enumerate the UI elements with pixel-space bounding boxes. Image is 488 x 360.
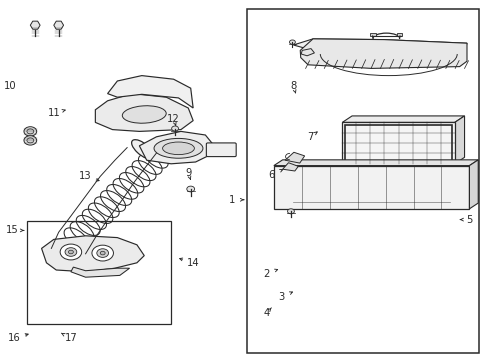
Text: 12: 12: [167, 114, 180, 124]
Ellipse shape: [50, 246, 86, 258]
Polygon shape: [95, 94, 193, 131]
Polygon shape: [285, 152, 304, 163]
Text: 4: 4: [263, 308, 269, 318]
Polygon shape: [41, 236, 144, 272]
Text: 15: 15: [6, 225, 19, 235]
Ellipse shape: [162, 142, 194, 155]
Circle shape: [27, 138, 34, 143]
Polygon shape: [71, 267, 129, 277]
Polygon shape: [301, 49, 314, 56]
Circle shape: [100, 251, 105, 255]
Text: 7: 7: [306, 132, 313, 142]
Polygon shape: [293, 39, 466, 52]
Text: 9: 9: [184, 168, 191, 178]
Circle shape: [287, 209, 294, 214]
Polygon shape: [54, 21, 63, 29]
Polygon shape: [30, 21, 40, 29]
Ellipse shape: [154, 139, 203, 158]
Ellipse shape: [131, 140, 154, 159]
Circle shape: [97, 249, 108, 257]
Bar: [396, 33, 402, 36]
FancyBboxPatch shape: [206, 143, 236, 157]
Circle shape: [24, 127, 37, 136]
Circle shape: [68, 250, 73, 254]
Circle shape: [289, 40, 295, 44]
Bar: [342, 122, 454, 164]
Circle shape: [171, 126, 178, 131]
Text: 1: 1: [228, 195, 235, 205]
Polygon shape: [273, 166, 468, 209]
Polygon shape: [454, 116, 464, 164]
Text: 2: 2: [263, 269, 269, 279]
Circle shape: [60, 244, 81, 260]
Circle shape: [186, 186, 194, 192]
Text: 8: 8: [290, 81, 296, 91]
Polygon shape: [282, 163, 298, 171]
Bar: [345, 125, 451, 162]
Bar: [27, 221, 171, 324]
Polygon shape: [139, 131, 212, 164]
Polygon shape: [300, 39, 466, 68]
Circle shape: [92, 245, 113, 261]
Ellipse shape: [55, 248, 81, 256]
Ellipse shape: [122, 106, 166, 123]
Text: 11: 11: [47, 108, 60, 118]
Text: 16: 16: [8, 333, 21, 343]
Polygon shape: [273, 160, 477, 166]
Circle shape: [65, 248, 77, 256]
Polygon shape: [468, 160, 477, 209]
Text: 3: 3: [278, 292, 284, 302]
Text: 14: 14: [186, 258, 199, 268]
Polygon shape: [342, 116, 464, 122]
Text: 6: 6: [267, 170, 274, 180]
Polygon shape: [107, 76, 193, 108]
Text: 10: 10: [3, 81, 16, 91]
Text: 13: 13: [79, 171, 92, 181]
Circle shape: [27, 129, 34, 134]
Text: 5: 5: [465, 215, 472, 225]
Circle shape: [24, 136, 37, 145]
Bar: [369, 33, 375, 36]
Text: 17: 17: [64, 333, 77, 343]
Bar: [246, 9, 478, 353]
